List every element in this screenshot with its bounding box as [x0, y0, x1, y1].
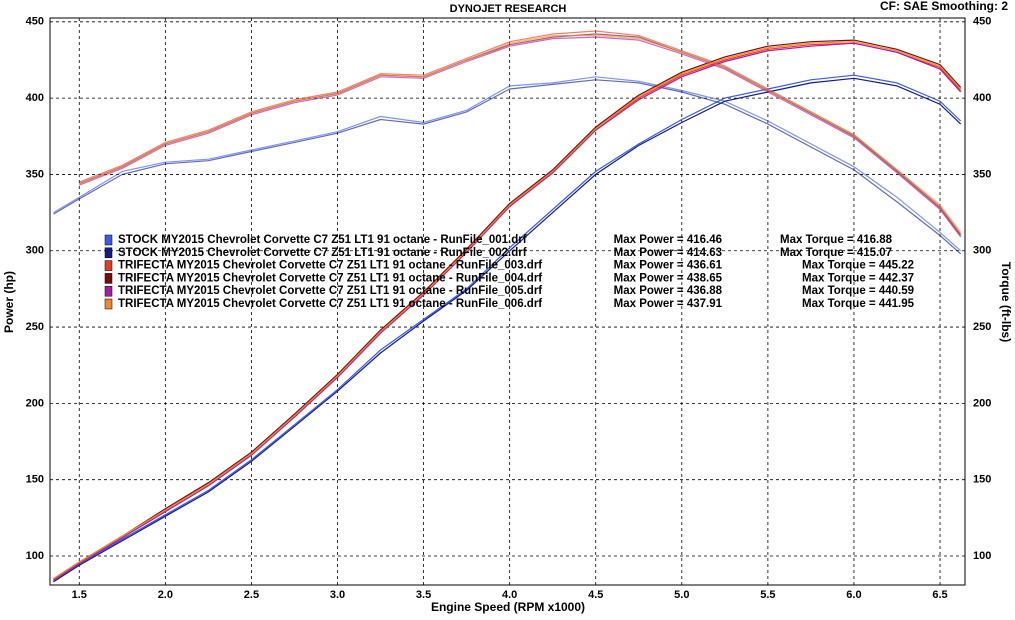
y2-tick-label: 250 — [973, 321, 991, 333]
y2-axis-label: Torque (ft-lbs) — [999, 262, 1013, 342]
y2-tick-label: 400 — [973, 92, 991, 104]
legend-label: TRIFECTA MY2015 Chevrolet Corvette C7 Z5… — [118, 298, 542, 310]
power-line — [53, 41, 962, 580]
legend-max-torque: Max Torque = 441.95 — [802, 298, 915, 310]
power-line — [53, 74, 962, 581]
legend-swatch — [104, 273, 113, 284]
y-tick-label: 400 — [26, 92, 44, 104]
y-tick-label: 150 — [26, 474, 44, 486]
x-tick-label: 3.0 — [330, 589, 345, 601]
chart-title: DYNOJET RESEARCH — [450, 3, 567, 15]
x-tick-label: 6.0 — [846, 589, 861, 601]
legend-max-power: Max Power = 436.88 — [614, 285, 723, 297]
y-tick-label: 300 — [26, 245, 44, 257]
legend-max-torque: Max Torque = 440.59 — [802, 285, 914, 297]
legend-swatch — [104, 260, 113, 271]
x-tick-label: 5.5 — [760, 589, 775, 601]
torque-line — [53, 76, 962, 252]
torque-line — [53, 79, 962, 255]
legend-max-torque: Max Torque = 442.37 — [802, 272, 914, 284]
legend-max-torque: Max Torque = 445.22 — [802, 260, 914, 272]
y-tick-label: 100 — [26, 550, 44, 562]
legend-label: TRIFECTA MY2015 Chevrolet Corvette C7 Z5… — [118, 260, 542, 272]
legend-max-power: Max Power = 437.91 — [614, 298, 723, 310]
y2-tick-label: 200 — [973, 397, 991, 409]
x-tick-label: 2.0 — [158, 589, 173, 601]
x-tick-label: 4.0 — [502, 589, 517, 601]
x-tick-label: 3.5 — [416, 589, 431, 601]
y-tick-label: 350 — [26, 168, 44, 180]
legend-max-torque: Max Torque = 415.07 — [780, 247, 892, 259]
legend-max-power: Max Power = 414.63 — [614, 247, 722, 259]
y-tick-label: 250 — [26, 321, 44, 333]
legend-label: STOCK MY2015 Chevrolet Corvette C7 Z51 L… — [118, 247, 527, 259]
x-axis-label: Engine Speed (RPM x1000) — [431, 600, 585, 614]
legend-swatch — [104, 234, 113, 246]
y-axis-label: Power (hp) — [2, 271, 16, 333]
legend-max-power: Max Power = 438.65 — [614, 272, 723, 284]
settings: CF: SAE Smoothing: 2 — [880, 0, 1008, 13]
legend-label: STOCK MY2015 Chevrolet Corvette C7 Z51 L… — [118, 234, 527, 246]
x-tick-label: 2.5 — [244, 589, 259, 601]
x-tick-label: 5.0 — [674, 589, 689, 601]
torque-line — [79, 36, 962, 238]
legend-swatch — [104, 247, 113, 259]
torque-line — [79, 35, 962, 233]
legend-max-power: Max Power = 436.61 — [614, 260, 723, 272]
y-tick-label: 200 — [26, 397, 44, 409]
y2-tick-label: 300 — [973, 245, 991, 257]
y-tick-label: 450 — [26, 16, 44, 28]
y2-tick-label: 150 — [973, 474, 991, 486]
legend-swatch — [104, 285, 113, 297]
y2-tick-label: 450 — [973, 16, 991, 28]
power-line — [53, 42, 962, 581]
legend-max-torque: Max Torque = 416.88 — [780, 234, 893, 246]
legend-swatch — [104, 298, 113, 310]
y2-tick-label: 350 — [973, 168, 991, 180]
power-line — [53, 39, 962, 580]
legend-max-power: Max Power = 416.46 — [614, 234, 722, 246]
power-line — [53, 77, 962, 583]
y2-tick-label: 100 — [973, 550, 991, 562]
x-tick-label: 6.5 — [932, 589, 947, 601]
legend-label: TRIFECTA MY2015 Chevrolet Corvette C7 Z5… — [118, 285, 542, 297]
x-tick-label: 1.5 — [72, 589, 87, 601]
x-tick-label: 4.5 — [588, 589, 603, 601]
legend-label: TRIFECTA MY2015 Chevrolet Corvette C7 Z5… — [118, 272, 542, 284]
